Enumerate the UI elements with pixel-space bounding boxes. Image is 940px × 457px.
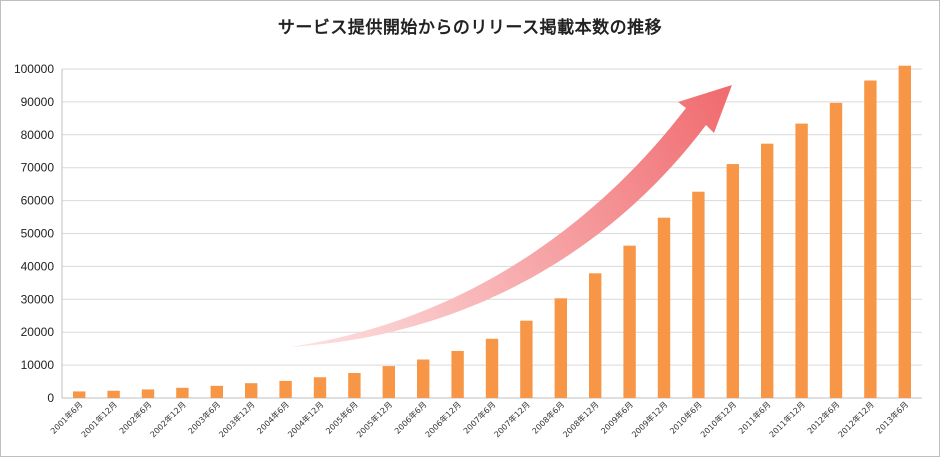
bar — [761, 143, 774, 398]
x-tick-label: 2009年12月 — [629, 399, 669, 439]
bar — [829, 102, 843, 399]
y-axis-ticks: 0 10000 20000 30000 40000 50000 60000 70000 8000… — [14, 62, 54, 405]
x-tick-label: 2012年12月 — [836, 399, 876, 439]
bars — [73, 65, 911, 399]
x-axis-ticks: 2001年6月2001年12月2002年6月2002年12月2003年6月200… — [48, 399, 910, 439]
bar — [348, 372, 361, 398]
x-tick-label: 2003年6月 — [186, 399, 222, 435]
x-tick-label: 2009年6月 — [599, 399, 635, 435]
x-tick-label: 2007年12月 — [492, 399, 532, 439]
y-tick-label: 70000 — [21, 161, 55, 175]
bar — [623, 245, 636, 398]
x-tick-label: 2006年6月 — [392, 399, 428, 435]
y-tick-label: 10000 — [21, 358, 55, 372]
x-tick-label: 2008年6月 — [530, 399, 566, 435]
x-tick-label: 2008年12月 — [561, 399, 601, 439]
bar — [692, 191, 705, 398]
bar — [864, 80, 877, 398]
x-tick-label: 2006年12月 — [423, 399, 463, 439]
bar — [451, 350, 464, 398]
y-tick-label: 100000 — [14, 62, 54, 76]
x-tick-label: 2004年6月 — [255, 399, 291, 435]
x-tick-label: 2003年12月 — [217, 399, 257, 439]
bar — [245, 383, 258, 398]
bar — [520, 320, 533, 398]
x-tick-label: 2005年12月 — [354, 399, 394, 439]
bar — [141, 389, 155, 398]
x-tick-label: 2013年6月 — [874, 399, 910, 435]
bar — [657, 217, 671, 398]
x-tick-label: 2002年12月 — [148, 399, 188, 439]
bar — [589, 273, 602, 398]
bar — [898, 65, 911, 399]
chart-title: サービス提供開始からのリリース掲載本数の推移 — [277, 18, 663, 38]
x-tick-label: 2007年6月 — [461, 399, 497, 435]
bar — [279, 380, 292, 398]
y-tick-label: 0 — [47, 391, 54, 405]
bar — [73, 391, 86, 398]
x-tick-label: 2012年6月 — [805, 399, 841, 435]
bar — [313, 377, 327, 398]
gridlines — [62, 68, 922, 366]
y-tick-label: 20000 — [21, 325, 55, 339]
bar — [726, 164, 739, 398]
bar — [210, 385, 223, 398]
bar — [107, 390, 120, 398]
growth-arrow-icon — [290, 85, 732, 347]
x-tick-label: 2004年12月 — [285, 399, 325, 439]
x-tick-label: 2011年6月 — [736, 399, 772, 435]
y-tick-label: 50000 — [21, 227, 55, 241]
y-tick-label: 30000 — [21, 292, 55, 306]
y-tick-label: 40000 — [21, 259, 55, 273]
y-tick-label: 60000 — [21, 194, 55, 208]
y-tick-label: 80000 — [21, 128, 55, 142]
x-tick-label: 2010年6月 — [667, 399, 703, 435]
bar — [176, 387, 189, 398]
bar — [417, 359, 430, 398]
bar — [382, 366, 395, 398]
x-tick-label: 2005年6月 — [323, 399, 359, 435]
bar — [795, 123, 808, 398]
y-tick-label: 90000 — [21, 95, 55, 109]
bar — [554, 298, 567, 398]
x-tick-label: 2001年12月 — [79, 399, 119, 439]
bar — [485, 338, 499, 398]
x-tick-label: 2011年12月 — [767, 399, 807, 439]
x-tick-label: 2010年12月 — [698, 399, 738, 439]
x-tick-label: 2002年6月 — [117, 399, 153, 435]
